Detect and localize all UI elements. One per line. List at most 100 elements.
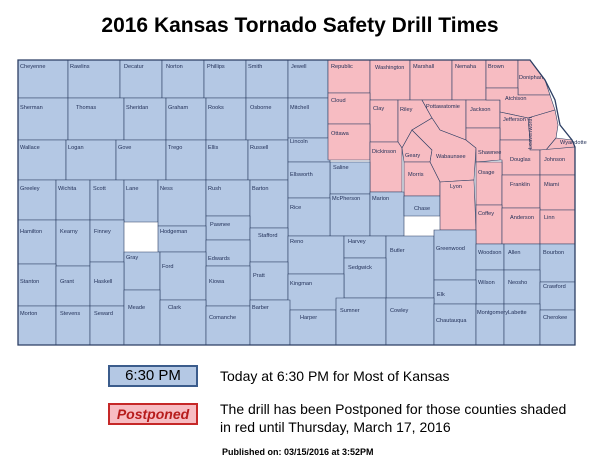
county-woodson bbox=[475, 243, 505, 271]
county-label-marion: Marion bbox=[372, 196, 389, 202]
county-label-coffey: Coffey bbox=[478, 211, 494, 217]
county-label-sedgwick: Sedgwick bbox=[348, 265, 372, 271]
county-label-labette: Labette bbox=[508, 310, 527, 316]
county-label-saline: Saline bbox=[333, 165, 349, 171]
county-label-kiowa: Kiowa bbox=[209, 279, 225, 285]
county-label-greeley: Greeley bbox=[20, 186, 40, 192]
county-label-jewell: Jewell bbox=[291, 64, 307, 70]
county-clark bbox=[159, 299, 207, 346]
county-neosho bbox=[503, 269, 541, 305]
county-label-ellsworth: Ellsworth bbox=[290, 172, 313, 178]
county-label-grant: Grant bbox=[60, 279, 74, 285]
county-label-rooks: Rooks bbox=[208, 105, 224, 111]
county-label-harper: Harper bbox=[300, 315, 317, 321]
county-sumner bbox=[335, 297, 387, 346]
county-label-harvey: Harvey bbox=[348, 239, 366, 245]
county-label-ellis: Ellis bbox=[208, 145, 218, 151]
county-cowley bbox=[385, 297, 435, 346]
legend-postponed-text: The drill has been Postponed for those c… bbox=[220, 401, 567, 435]
county-label-kearny: Kearny bbox=[60, 229, 78, 235]
legend-drill-swatch: 6:30 PM bbox=[108, 365, 198, 387]
county-label-morton: Morton bbox=[20, 311, 37, 317]
county-label-norton: Norton bbox=[166, 64, 183, 70]
county-kingman bbox=[287, 273, 345, 311]
county-greenwood bbox=[433, 229, 477, 281]
county-comanche bbox=[205, 305, 251, 346]
county-franklin bbox=[501, 174, 541, 209]
county-allen bbox=[503, 243, 541, 271]
county-label-cowley: Cowley bbox=[390, 308, 409, 314]
county-label-ness: Ness bbox=[160, 186, 173, 192]
county-ford bbox=[159, 251, 207, 301]
county-label-pawnee: Pawnee bbox=[210, 222, 230, 228]
county-label-douglas: Douglas bbox=[510, 157, 531, 163]
county-label-geary: Geary bbox=[405, 153, 420, 159]
county-label-comanche: Comanche bbox=[209, 315, 236, 321]
county-label-rush: Rush bbox=[208, 186, 221, 192]
county-label-ford: Ford bbox=[162, 264, 174, 270]
county-label-finney: Finney bbox=[94, 229, 111, 235]
county-label-jefferson: Jefferson bbox=[503, 117, 526, 123]
county-label-riley: Riley bbox=[400, 107, 413, 113]
county-label-anderson: Anderson bbox=[510, 215, 534, 221]
county-label-atchison: Atchison bbox=[505, 96, 526, 102]
county-miami bbox=[539, 174, 576, 211]
county-label-sherman: Sherman bbox=[20, 105, 43, 111]
county-label-sumner: Sumner bbox=[340, 308, 360, 314]
county-label-allen: Allen bbox=[508, 250, 520, 256]
county-label-barton: Barton bbox=[252, 186, 268, 192]
county-label-decatur: Decatur bbox=[124, 64, 144, 70]
county-label-clark: Clark bbox=[168, 305, 181, 311]
county-label-lincoln: Lincoln bbox=[290, 139, 308, 145]
county-label-edwards: Edwards bbox=[208, 256, 230, 262]
county-label-kingman: Kingman bbox=[290, 281, 312, 287]
county-label-seward: Seward bbox=[94, 311, 113, 317]
county-label-nemaha: Nemaha bbox=[455, 64, 477, 70]
county-label-dickinson: Dickinson bbox=[372, 149, 396, 155]
county-kiowa bbox=[205, 265, 251, 307]
county-label-trego: Trego bbox=[168, 145, 182, 151]
county-label-leavenworth: Leavenworth bbox=[528, 117, 534, 149]
county-label-stevens: Stevens bbox=[60, 311, 80, 317]
county-label-wallace: Wallace bbox=[20, 145, 40, 151]
county-label-rawlins: Rawlins bbox=[70, 64, 90, 70]
county-label-chase: Chase bbox=[414, 206, 430, 212]
map-title: 2016 Kansas Tornado Safety Drill Times bbox=[101, 14, 499, 37]
county-label-miami: Miami bbox=[544, 182, 559, 188]
county-label-osborne: Osborne bbox=[250, 105, 271, 111]
county-pawnee bbox=[205, 215, 251, 241]
county-anderson bbox=[501, 207, 541, 245]
county-chautauqua bbox=[433, 303, 477, 346]
county-rice bbox=[287, 197, 331, 237]
county-label-logan: Logan bbox=[68, 145, 84, 151]
county-hamilton bbox=[17, 219, 57, 265]
county-label-thomas: Thomas bbox=[76, 105, 96, 111]
legend-drill-text: Today at 6:30 PM for Most of Kansas bbox=[220, 368, 450, 384]
county-label-cherokee: Cherokee bbox=[543, 315, 567, 321]
county-sedgwick bbox=[343, 257, 387, 299]
county-label-pratt: Pratt bbox=[253, 273, 265, 279]
county-label-barber: Barber bbox=[252, 305, 269, 311]
county-label-hamilton: Hamilton bbox=[20, 229, 42, 235]
county-label-pottawatomie: Pottawatomie bbox=[426, 104, 460, 110]
county-label-hodgeman: Hodgeman bbox=[160, 229, 187, 235]
county-label-graham: Graham bbox=[168, 105, 189, 111]
county-label-republic: Republic bbox=[331, 64, 353, 70]
county-label-cloud: Cloud bbox=[331, 98, 346, 104]
county-label-washington: Washington bbox=[375, 65, 404, 71]
county-label-brown: Brown bbox=[488, 64, 504, 70]
county-finney bbox=[89, 219, 125, 263]
county-label-wabaunsee: Wabaunsee bbox=[436, 154, 466, 160]
state-outline bbox=[17, 59, 576, 346]
county-label-wichita: Wichita bbox=[58, 186, 77, 192]
county-label-doniphan: Doniphan bbox=[519, 75, 543, 81]
county-label-chautauqua: Chautauqua bbox=[436, 318, 467, 324]
county-edwards bbox=[205, 239, 251, 267]
county-osage bbox=[475, 161, 503, 206]
county-label-morris: Morris bbox=[408, 172, 424, 178]
county-label-bourbon: Bourbon bbox=[543, 250, 564, 256]
county-label-lane: Lane bbox=[126, 186, 138, 192]
county-label-ottawa: Ottawa bbox=[331, 131, 350, 137]
county-label-smith: Smith bbox=[248, 64, 262, 70]
county-label-osage: Osage bbox=[478, 170, 494, 176]
